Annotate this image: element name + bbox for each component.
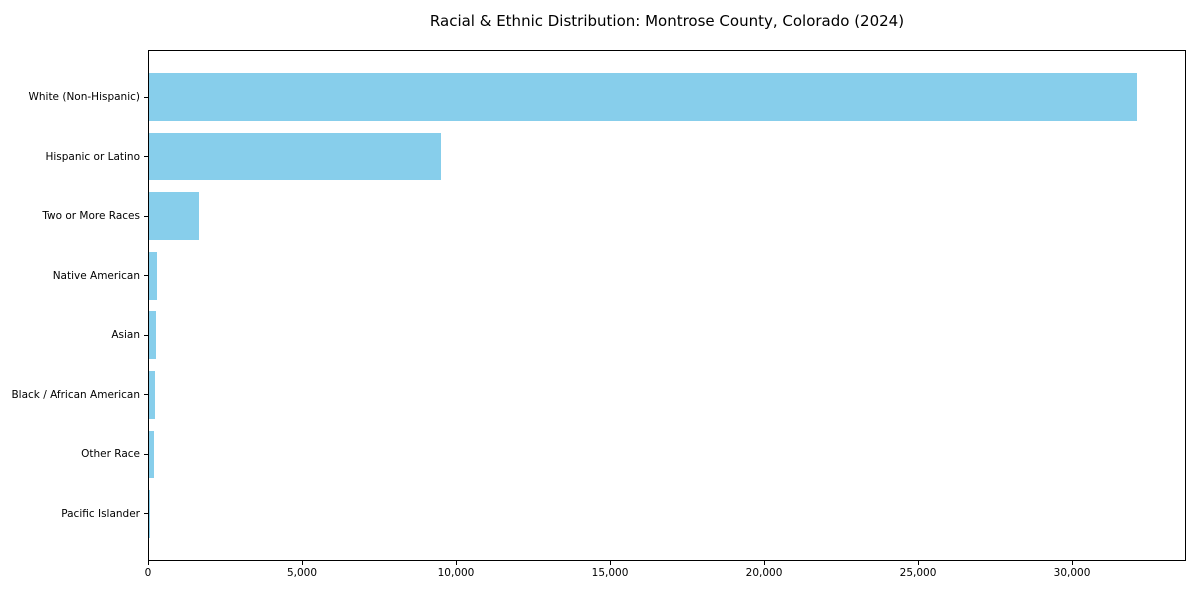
y-tick-label: White (Non-Hispanic) [28,90,140,103]
y-tick-mark [144,334,148,336]
bar-white-non-hispanic [149,73,1138,121]
y-tick-mark [144,275,148,277]
bar-native-american [149,251,157,300]
x-tick-mark [1071,561,1073,565]
y-tick-label: Other Race [81,448,140,461]
y-tick-mark [144,96,148,98]
bar-hispanic-or-latino [149,132,441,181]
chart-title: Racial & Ethnic Distribution: Montrose C… [429,12,905,30]
y-tick-mark [144,453,148,455]
y-tick-mark [144,215,148,217]
x-tick-mark [763,561,765,565]
bar-pacific-islander [149,490,150,538]
x-tick-label: 30,000 [1053,567,1091,579]
y-tick-label: Black / African American [11,388,140,401]
x-tick-mark [301,561,303,565]
bar-two-or-more-races [149,192,199,240]
y-tick-label: Asian [111,329,140,342]
x-tick-label: 5,000 [286,567,318,579]
x-tick-label: 25,000 [899,567,937,579]
plot-area [148,50,1186,561]
y-tick-mark [144,394,148,396]
y-tick-label: Hispanic or Latino [45,150,140,163]
bar-other-race [149,430,154,479]
bar-asian [149,311,157,360]
x-tick-label: 15,000 [591,567,629,579]
bar-black-african-american [149,371,156,419]
x-tick-mark [609,561,611,565]
x-tick-mark [917,561,919,565]
y-tick-label: Pacific Islander [61,507,140,520]
x-tick-label: 0 [144,567,152,579]
x-tick-mark [147,561,149,565]
y-tick-mark [144,156,148,158]
x-tick-label: 20,000 [745,567,783,579]
y-tick-label: Native American [52,269,140,282]
y-tick-label: Two or More Races [42,209,140,222]
y-tick-mark [144,513,148,515]
x-tick-label: 10,000 [437,567,475,579]
x-tick-mark [455,561,457,565]
